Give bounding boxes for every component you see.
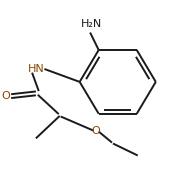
Text: O: O (1, 91, 10, 101)
Text: H₂N: H₂N (80, 19, 102, 29)
Text: HN: HN (28, 64, 44, 74)
Text: O: O (91, 126, 100, 136)
